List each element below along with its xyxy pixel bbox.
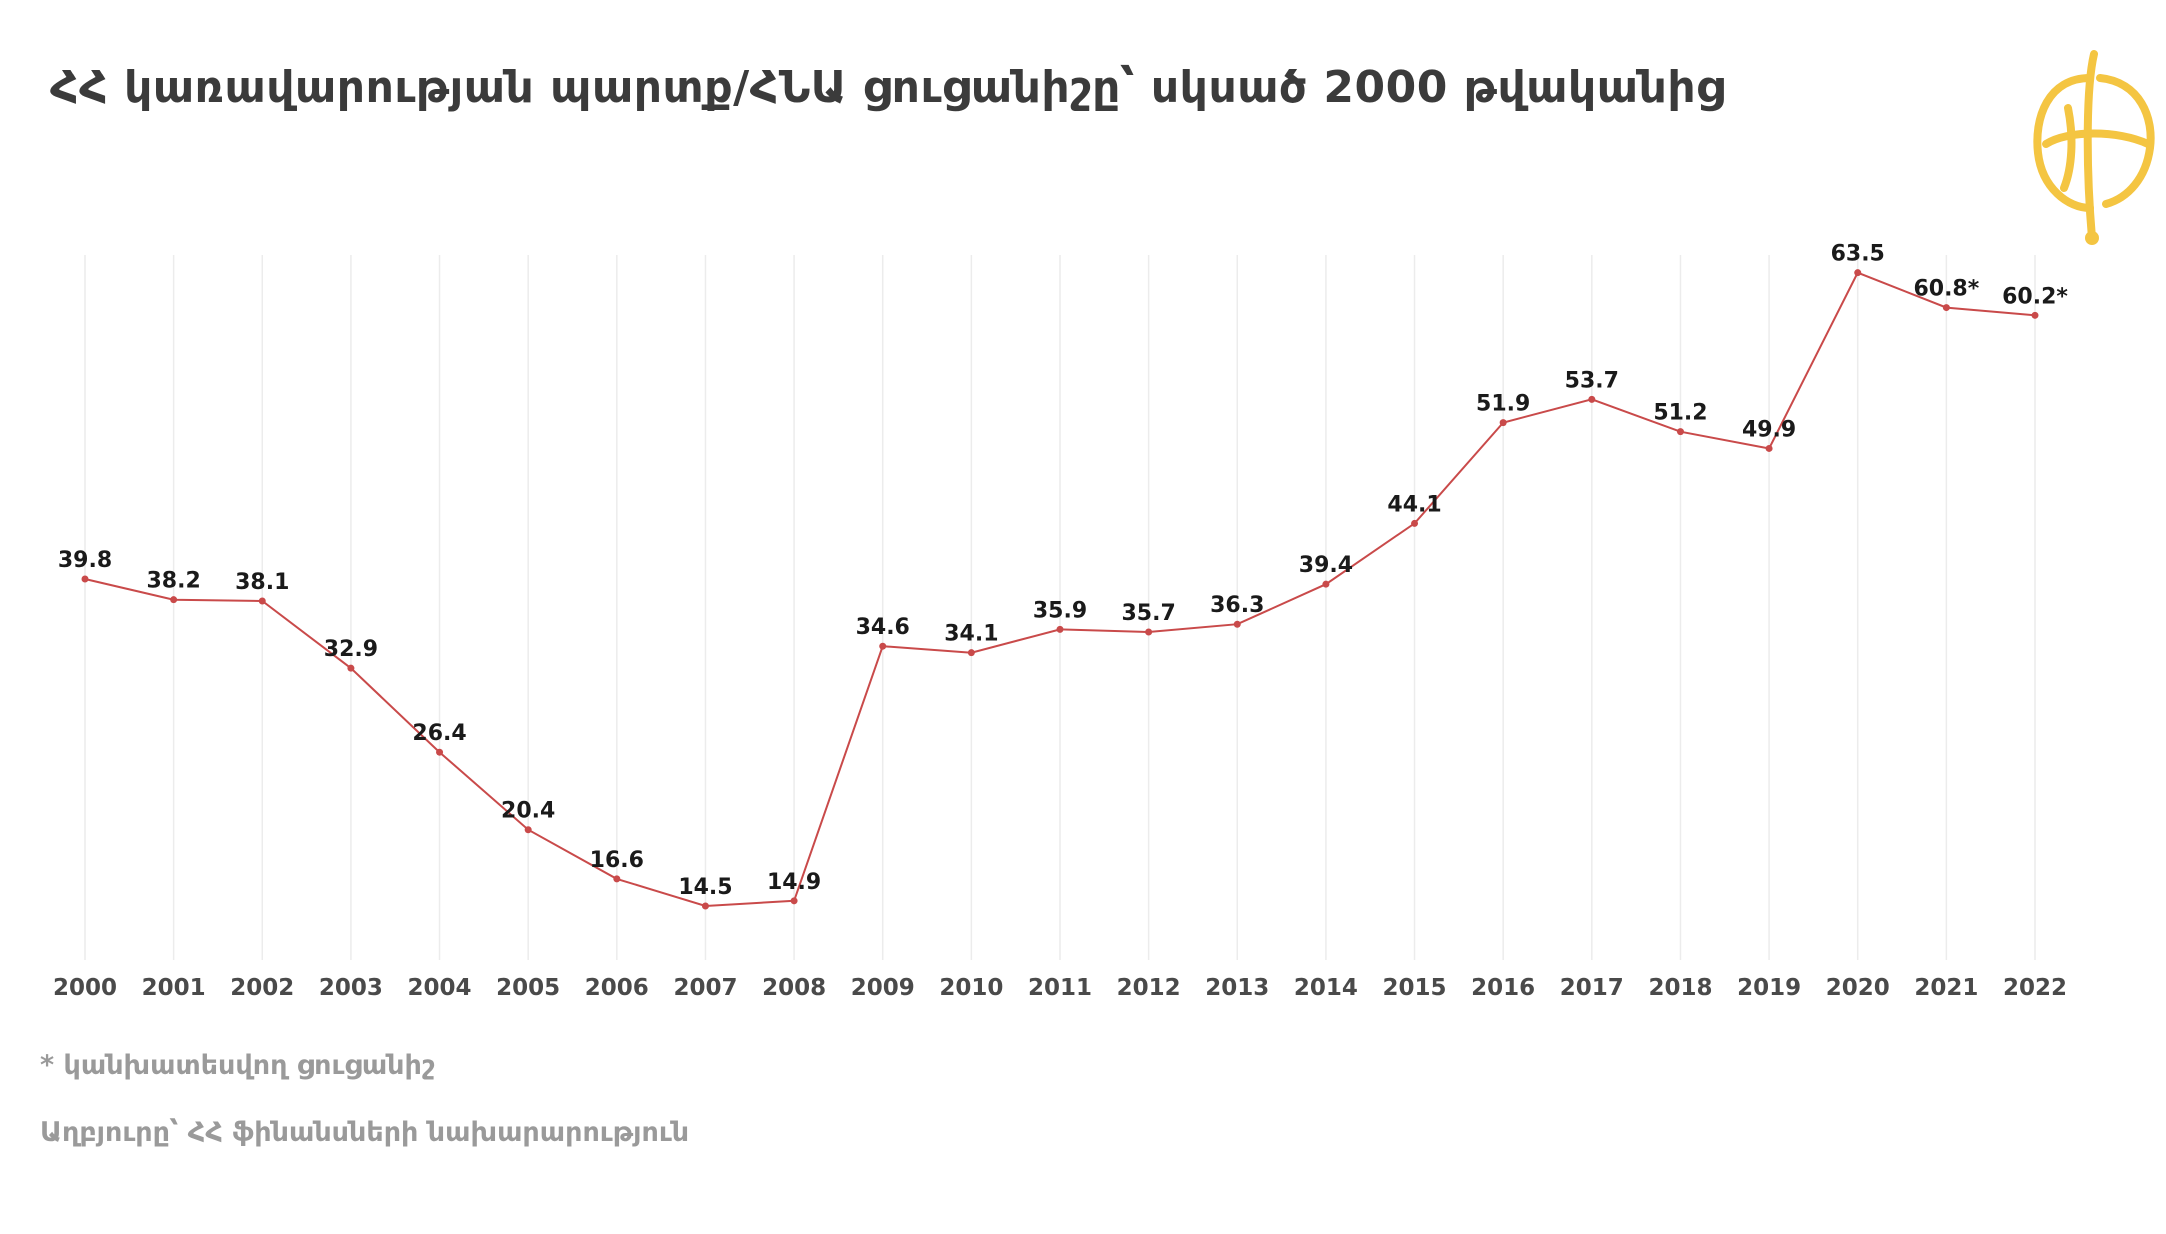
data-point bbox=[1942, 304, 1950, 312]
data-point bbox=[347, 664, 355, 672]
x-tick-label: 2012 bbox=[1117, 975, 1181, 1001]
x-tick-label: 2000 bbox=[53, 975, 117, 1001]
data-point bbox=[1411, 519, 1419, 527]
data-label: 39.4 bbox=[1299, 553, 1353, 578]
data-point bbox=[170, 596, 178, 604]
data-label: 20.4 bbox=[501, 799, 555, 824]
x-tick-label: 2014 bbox=[1294, 975, 1358, 1001]
x-tick-label: 2008 bbox=[762, 975, 826, 1001]
x-tick-label: 2010 bbox=[939, 975, 1003, 1001]
x-tick-label: 2006 bbox=[585, 975, 649, 1001]
x-tick-label: 2021 bbox=[1914, 975, 1978, 1001]
data-point bbox=[1854, 269, 1862, 277]
data-label: 14.9 bbox=[767, 870, 821, 895]
x-tick-label: 2003 bbox=[319, 975, 383, 1001]
x-tick-label: 2007 bbox=[673, 975, 737, 1001]
data-point bbox=[1765, 444, 1773, 452]
x-tick-label: 2019 bbox=[1737, 975, 1801, 1001]
data-labels: 39.8 38.2 38.1 32.9 26.4 20.4 16.6 14.5 14.9 34.6… bbox=[58, 242, 2069, 900]
data-label: 63.5 bbox=[1831, 242, 1885, 267]
x-tick-label: 2016 bbox=[1471, 975, 1535, 1001]
data-point bbox=[258, 597, 266, 605]
data-points bbox=[81, 269, 2039, 910]
footnote: * կանխատեսվող ցուցանիշ bbox=[40, 1050, 435, 1081]
data-point bbox=[613, 875, 621, 883]
x-tick-label: 2020 bbox=[1826, 975, 1890, 1001]
line-chart: 39.8 38.2 38.1 32.9 26.4 20.4 16.6 14.5 14.9 34.6… bbox=[53, 242, 2069, 1001]
data-point bbox=[1499, 419, 1507, 427]
x-tick-label: 2017 bbox=[1560, 975, 1624, 1001]
gridlines bbox=[84, 255, 2036, 960]
data-label: 51.2 bbox=[1653, 401, 1707, 426]
data-label: 36.3 bbox=[1210, 593, 1264, 618]
data-label: 35.7 bbox=[1121, 601, 1175, 626]
x-tick-label: 2018 bbox=[1648, 975, 1712, 1001]
x-tick-label: 2011 bbox=[1028, 975, 1092, 1001]
data-label: 34.1 bbox=[944, 622, 998, 647]
x-tick-label: 2001 bbox=[142, 975, 206, 1001]
x-axis-ticks: 2000 2001 2002 2003 2004 2005 2006 2007 2008 2009… bbox=[53, 975, 2067, 1001]
x-tick-label: 2022 bbox=[2003, 975, 2067, 1001]
data-point bbox=[967, 649, 975, 657]
data-label: 26.4 bbox=[412, 721, 466, 746]
data-label: 38.2 bbox=[146, 569, 200, 594]
data-point bbox=[524, 826, 532, 834]
data-point bbox=[1588, 395, 1596, 403]
data-label: 60.2* bbox=[2002, 284, 2068, 309]
data-label: 49.9 bbox=[1742, 417, 1796, 442]
publisher-logo-icon bbox=[2033, 50, 2155, 245]
source-note: Աղբյուրը՝ ՀՀ ֆինանսների նախարարություն bbox=[40, 1117, 690, 1148]
data-point bbox=[1145, 628, 1153, 636]
data-point bbox=[1056, 625, 1064, 633]
data-point bbox=[1322, 580, 1330, 588]
data-point bbox=[701, 902, 709, 910]
data-point bbox=[436, 748, 444, 756]
data-label: 34.6 bbox=[856, 615, 910, 640]
x-tick-label: 2002 bbox=[230, 975, 294, 1001]
data-label: 16.6 bbox=[590, 848, 644, 873]
x-tick-label: 2004 bbox=[408, 975, 472, 1001]
data-point bbox=[1233, 620, 1241, 628]
data-point bbox=[879, 642, 887, 650]
data-label: 44.1 bbox=[1387, 492, 1441, 517]
x-tick-label: 2005 bbox=[496, 975, 560, 1001]
data-point bbox=[2031, 311, 2039, 319]
x-tick-label: 2009 bbox=[851, 975, 915, 1001]
x-tick-label: 2015 bbox=[1383, 975, 1447, 1001]
data-label: 60.8* bbox=[1913, 277, 1979, 302]
chart-title: ՀՀ կառավարության պարտք/ՀՆԱ ցուցանիշը՝ սկ… bbox=[50, 62, 1725, 113]
data-point bbox=[81, 575, 89, 583]
data-label: 14.5 bbox=[678, 875, 732, 900]
x-tick-label: 2013 bbox=[1205, 975, 1269, 1001]
data-label: 35.9 bbox=[1033, 598, 1087, 623]
data-point bbox=[790, 897, 798, 905]
data-label: 38.1 bbox=[235, 570, 289, 595]
data-label: 51.9 bbox=[1476, 392, 1530, 417]
data-label: 53.7 bbox=[1565, 368, 1619, 393]
data-point bbox=[1676, 428, 1684, 436]
data-label: 39.8 bbox=[58, 548, 112, 573]
data-label: 32.9 bbox=[324, 637, 378, 662]
